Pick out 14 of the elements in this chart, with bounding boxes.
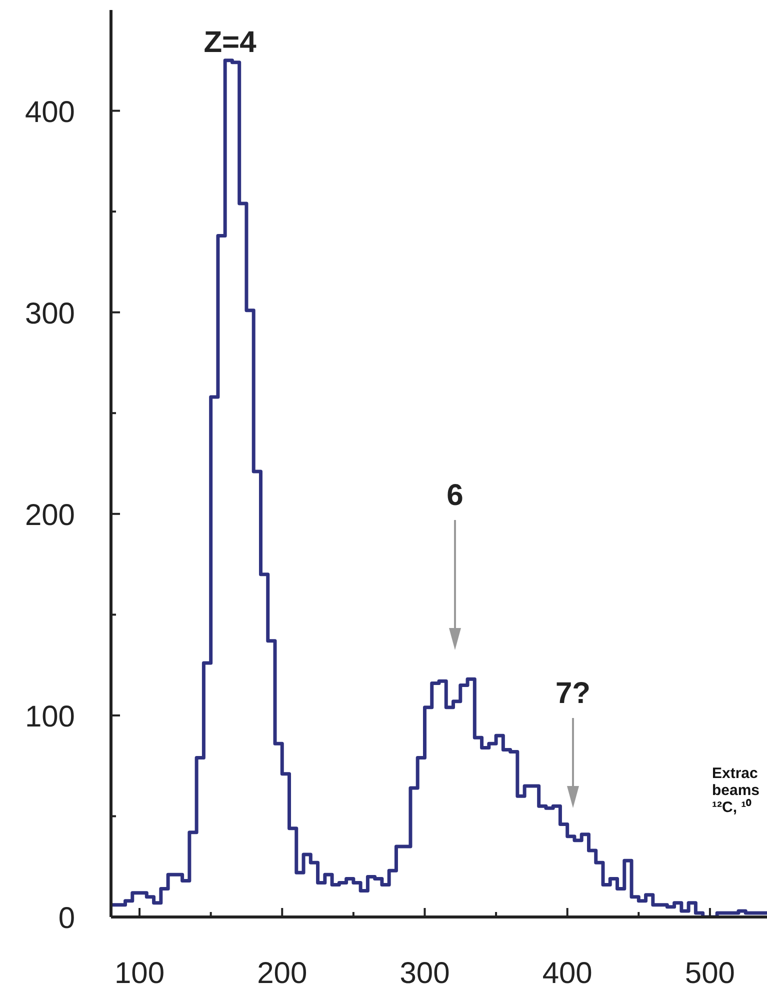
y-tick-label: 0 bbox=[58, 902, 75, 935]
x-tick-label: 400 bbox=[542, 957, 592, 990]
x-tick-label: 200 bbox=[257, 957, 308, 990]
y-tick-label: 300 bbox=[24, 297, 75, 330]
y-tick-label: 200 bbox=[24, 498, 75, 532]
annotation: Extrac beams ¹²C, ¹⁰ bbox=[712, 765, 760, 816]
x-tick-label: 100 bbox=[114, 957, 165, 990]
y-tick-label: 400 bbox=[24, 96, 75, 129]
x-tick-label: 300 bbox=[400, 957, 450, 990]
annotation: Z=4 bbox=[204, 26, 257, 59]
y-tick-label: 100 bbox=[24, 700, 75, 734]
annotation: 7? bbox=[555, 677, 591, 710]
x-tick-label: 500 bbox=[684, 957, 735, 990]
annotation: 6 bbox=[446, 479, 464, 512]
